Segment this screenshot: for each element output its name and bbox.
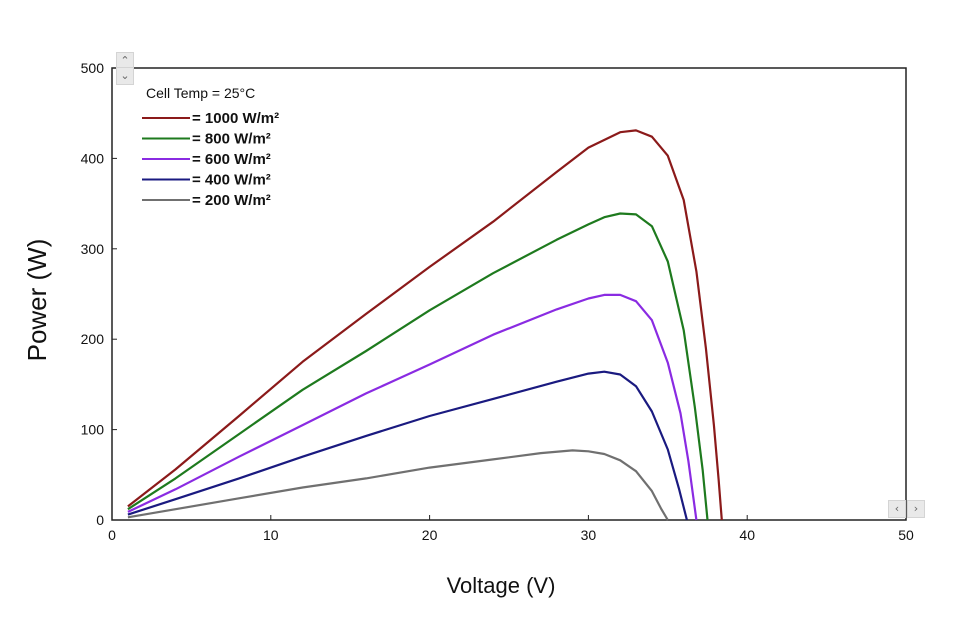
y-tick-label: 100 bbox=[81, 422, 105, 438]
series-line-0 bbox=[127, 129, 723, 521]
x-tick-label: 0 bbox=[108, 527, 116, 543]
series-line-2 bbox=[127, 293, 698, 521]
series-line-4 bbox=[127, 449, 669, 521]
scroll-right-button[interactable]: › bbox=[907, 500, 925, 518]
series-line-3 bbox=[127, 370, 688, 521]
y-tick-label: 300 bbox=[81, 241, 105, 257]
series-lines bbox=[127, 129, 723, 521]
x-axis-title: Voltage (V) bbox=[447, 573, 556, 598]
y-tick-label: 200 bbox=[81, 331, 105, 347]
plot-area bbox=[111, 67, 907, 521]
legend: Cell Temp = 25°C = 1000 W/m² = 800 W/m² = … bbox=[142, 85, 279, 209]
scroll-down-button[interactable]: ⌄ bbox=[116, 67, 134, 85]
y-axis-title: Power (W) bbox=[22, 239, 52, 362]
legend-label-4: = 200 W/m² bbox=[192, 192, 271, 209]
x-tick-label: 20 bbox=[422, 527, 438, 543]
scroll-left-button[interactable]: ‹ bbox=[888, 500, 906, 518]
x-tick-label: 10 bbox=[263, 527, 279, 543]
y-tick-label: 0 bbox=[96, 512, 104, 528]
x-tick-label: 30 bbox=[581, 527, 597, 543]
legend-title: Cell Temp = 25°C bbox=[146, 85, 255, 101]
x-tick-label: 50 bbox=[898, 527, 914, 543]
legend-label-2: = 600 W/m² bbox=[192, 151, 271, 168]
legend-label-0: = 1000 W/m² bbox=[192, 110, 279, 127]
legend-label-3: = 400 W/m² bbox=[192, 172, 271, 189]
y-tick-label: 500 bbox=[81, 60, 105, 76]
legend-label-1: = 800 W/m² bbox=[192, 131, 271, 148]
x-tick-label: 40 bbox=[739, 527, 755, 543]
y-tick-label: 400 bbox=[81, 150, 105, 166]
series-line-1 bbox=[127, 212, 709, 521]
